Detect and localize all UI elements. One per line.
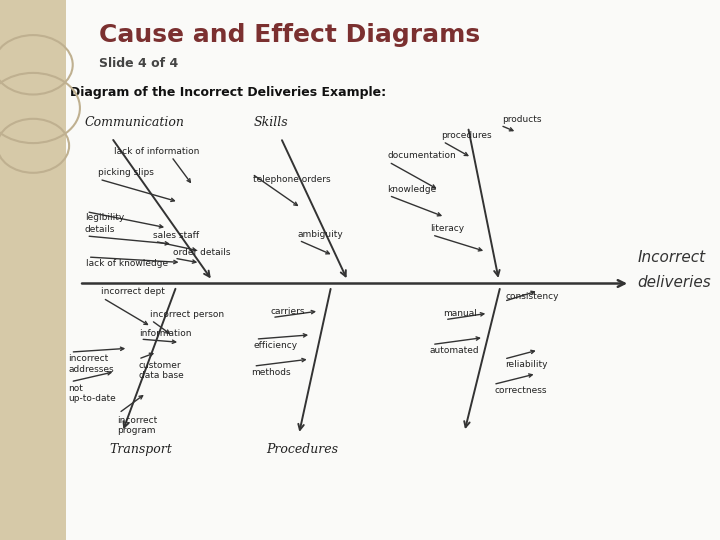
Text: Communication: Communication (85, 116, 185, 129)
Text: literacy: literacy (431, 224, 464, 233)
Text: order details: order details (173, 248, 230, 257)
Text: consistency: consistency (505, 292, 559, 301)
Text: products: products (503, 114, 542, 124)
Text: efficiency: efficiency (253, 341, 297, 350)
Text: details: details (85, 225, 115, 234)
Text: sales staff: sales staff (153, 231, 199, 240)
Text: carriers: carriers (271, 307, 305, 316)
Text: Incorrect: Incorrect (637, 249, 706, 265)
Text: customer
data base: customer data base (139, 361, 184, 380)
Text: incorrect person: incorrect person (150, 309, 224, 319)
Text: Cause and Effect Diagrams: Cause and Effect Diagrams (99, 23, 480, 46)
Text: procedures: procedures (441, 131, 491, 140)
Text: deliveries: deliveries (637, 275, 711, 291)
Text: telephone orders: telephone orders (253, 176, 331, 185)
Text: lack of information: lack of information (114, 146, 199, 156)
Text: information: information (139, 328, 192, 338)
Text: lack of knowledge: lack of knowledge (86, 259, 168, 268)
Text: Skills: Skills (253, 116, 288, 129)
Text: Diagram of the Incorrect Deliveries Example:: Diagram of the Incorrect Deliveries Exam… (70, 86, 386, 99)
Text: correctness: correctness (495, 386, 547, 395)
Text: legibility: legibility (85, 213, 125, 222)
Text: not
up-to-date: not up-to-date (68, 384, 116, 403)
Text: methods: methods (251, 368, 291, 377)
Text: knowledge: knowledge (387, 185, 436, 194)
Text: incorrect
addresses: incorrect addresses (68, 354, 114, 374)
Text: incorrect
program: incorrect program (117, 416, 157, 435)
Text: automated: automated (430, 346, 480, 355)
Text: Procedures: Procedures (266, 443, 338, 456)
Text: reliability: reliability (505, 360, 548, 369)
Text: incorrect dept: incorrect dept (101, 287, 165, 296)
Text: ambiguity: ambiguity (297, 230, 343, 239)
Text: Transport: Transport (109, 443, 172, 456)
Text: picking slips: picking slips (98, 168, 154, 177)
Text: manual: manual (443, 309, 477, 318)
Text: Slide 4 of 4: Slide 4 of 4 (99, 57, 178, 70)
Text: documentation: documentation (387, 151, 456, 160)
